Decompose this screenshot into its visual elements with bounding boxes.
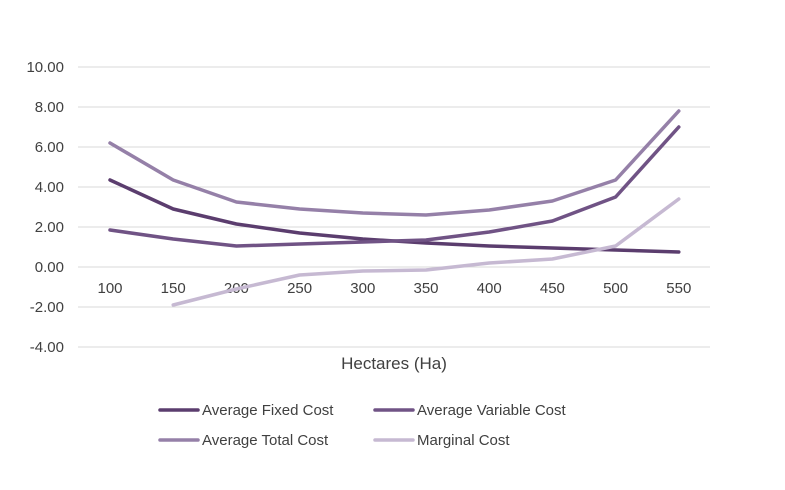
- series-line-marginal-cost: [171, 197, 681, 307]
- x-tick-label: 150: [161, 280, 186, 297]
- y-tick-label: 0.00: [35, 259, 64, 276]
- x-tick-label: 300: [350, 280, 375, 297]
- gridlines: [78, 66, 710, 348]
- x-tick-label: 450: [540, 280, 565, 297]
- x-tick-label: 550: [666, 280, 691, 297]
- x-axis-label: Hectares (Ha): [341, 354, 447, 373]
- y-tick-label: 10.00: [26, 59, 64, 76]
- x-tick-label: 500: [603, 280, 628, 297]
- y-tick-label: -4.00: [30, 339, 64, 356]
- legend-label-marginal-cost: Marginal Cost: [417, 432, 510, 449]
- series-line-average-variable-cost: [108, 125, 681, 248]
- y-tick-label: 8.00: [35, 99, 64, 116]
- y-axis-ticks: 10.00 8.00 6.00 4.00 2.00 0.00 -2.00 -4.00: [26, 59, 64, 356]
- x-axis-ticks: 100 150 200 250 300 350 400 450 500 550: [97, 280, 691, 297]
- x-tick-label: 350: [413, 280, 438, 297]
- legend: Average Fixed Cost Average Variable Cost A…: [158, 402, 567, 449]
- x-tick-label: 250: [287, 280, 312, 297]
- y-tick-label: 6.00: [35, 139, 64, 156]
- y-tick-label: 4.00: [35, 179, 64, 196]
- x-tick-label: 100: [97, 280, 122, 297]
- legend-label-average-fixed-cost: Average Fixed Cost: [202, 402, 334, 419]
- series-line-average-total-cost: [108, 109, 681, 217]
- series-lines: [108, 109, 681, 307]
- x-tick-label: 400: [477, 280, 502, 297]
- legend-label-average-total-cost: Average Total Cost: [202, 432, 329, 449]
- y-tick-label: -2.00: [30, 299, 64, 316]
- y-tick-label: 2.00: [35, 219, 64, 236]
- legend-label-average-variable-cost: Average Variable Cost: [417, 402, 567, 419]
